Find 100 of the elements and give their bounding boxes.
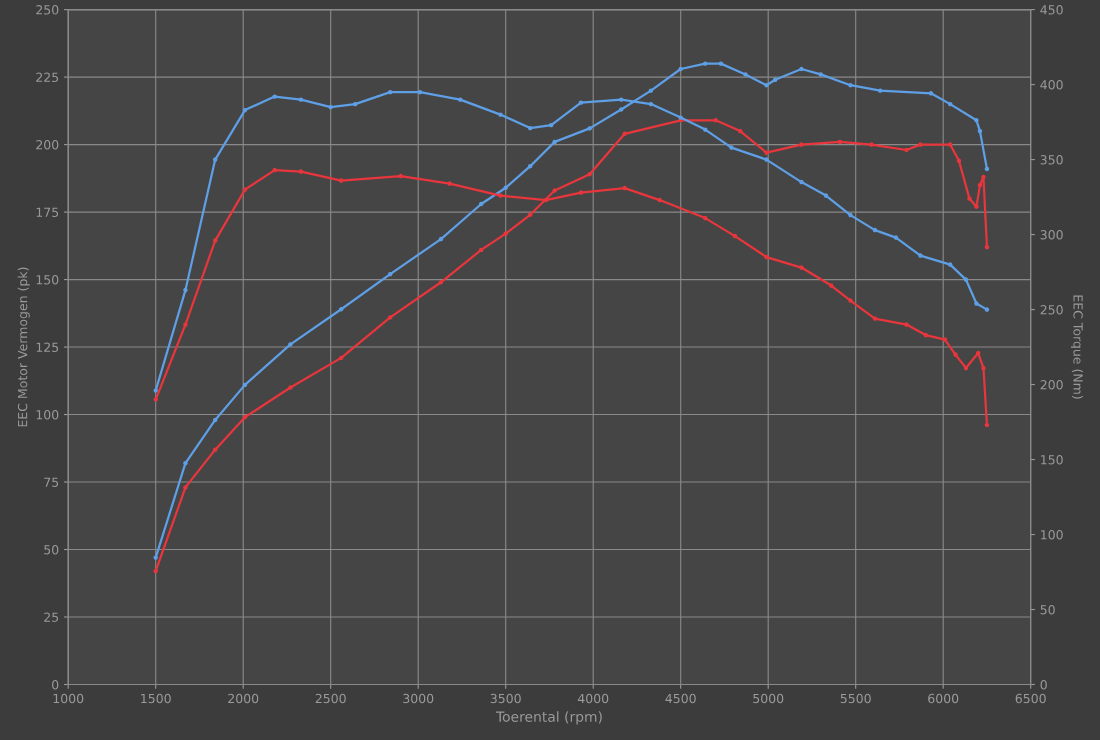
point (212, 447, 218, 452)
point (918, 142, 923, 147)
y2-tick-label: 50 (1040, 604, 1055, 615)
y2-tick-label: 400 (1040, 80, 1063, 90)
point (272, 167, 277, 173)
y-tick-label: 150 (36, 275, 59, 285)
x-tick-label: 1000 (53, 693, 84, 704)
point (328, 104, 333, 110)
point (503, 231, 508, 236)
point (543, 197, 549, 203)
point (799, 265, 804, 270)
point (183, 322, 188, 327)
point (338, 178, 344, 183)
point (438, 280, 444, 285)
point (799, 179, 804, 185)
point (587, 172, 592, 177)
point (527, 125, 533, 131)
x-tick-label: 4500 (665, 693, 696, 704)
point (904, 322, 909, 327)
y-tick-label: 175 (36, 207, 59, 218)
point (947, 262, 953, 267)
point (498, 112, 503, 117)
point (578, 100, 584, 105)
point (702, 127, 708, 132)
point (298, 169, 304, 174)
point (622, 131, 627, 137)
point (977, 128, 983, 134)
point (963, 365, 969, 371)
point (212, 417, 218, 423)
point (729, 145, 734, 150)
y2-axis-title: EEC Torque (Nm) (1070, 295, 1084, 399)
point (618, 97, 624, 102)
y2-tick-label: 300 (1040, 230, 1063, 240)
point (848, 212, 853, 218)
point (956, 158, 962, 164)
point (242, 187, 248, 192)
point (457, 97, 463, 102)
point (438, 236, 444, 242)
y2-tick-label: 150 (1041, 455, 1063, 465)
point (338, 307, 344, 312)
point (764, 82, 769, 88)
point (893, 235, 899, 240)
point (869, 142, 874, 147)
point (823, 193, 829, 198)
point (872, 227, 878, 233)
point (799, 66, 804, 72)
point (732, 233, 738, 239)
point (183, 460, 188, 466)
point (799, 142, 804, 147)
point (212, 157, 218, 162)
point (153, 568, 158, 574)
point (298, 97, 304, 102)
point (622, 185, 627, 191)
point (918, 253, 923, 258)
x-tick-label: 1500 (141, 693, 171, 704)
point (877, 88, 883, 93)
x-tick-label: 6000 (928, 693, 959, 704)
point (153, 397, 158, 402)
point (764, 150, 769, 155)
point (352, 101, 358, 107)
point (974, 301, 979, 306)
point (387, 315, 393, 320)
point (718, 61, 724, 66)
point (648, 101, 654, 107)
point (977, 182, 983, 188)
y-tick-label: 100 (36, 410, 59, 420)
y-tick-label: 50 (44, 545, 59, 555)
point (548, 122, 554, 128)
point (387, 271, 393, 277)
y2-tick-label: 0 (1040, 679, 1047, 690)
y2-tick-label: 450 (1040, 5, 1063, 15)
x-tick-label: 3000 (403, 693, 434, 704)
point (737, 128, 743, 134)
y-tick-label: 25 (44, 612, 59, 622)
x-axis-title: Toerental (rpm) (495, 711, 602, 725)
point (527, 163, 533, 169)
point (272, 94, 277, 99)
point (848, 82, 853, 88)
point (904, 147, 909, 153)
point (618, 107, 624, 112)
point (828, 283, 834, 288)
point (947, 142, 953, 147)
point (153, 388, 158, 393)
point (552, 188, 557, 193)
point (552, 139, 557, 145)
point (984, 166, 990, 172)
point (947, 101, 953, 107)
point (975, 350, 981, 356)
point (447, 181, 452, 186)
point (974, 118, 979, 123)
x-tick-label: 5500 (840, 693, 871, 704)
point (984, 307, 990, 312)
point (928, 91, 934, 96)
point (338, 355, 344, 361)
point (417, 89, 423, 95)
point (984, 422, 990, 428)
point (578, 190, 584, 195)
x-tick-label: 2500 (315, 693, 346, 704)
point (183, 485, 188, 490)
point (981, 174, 986, 180)
